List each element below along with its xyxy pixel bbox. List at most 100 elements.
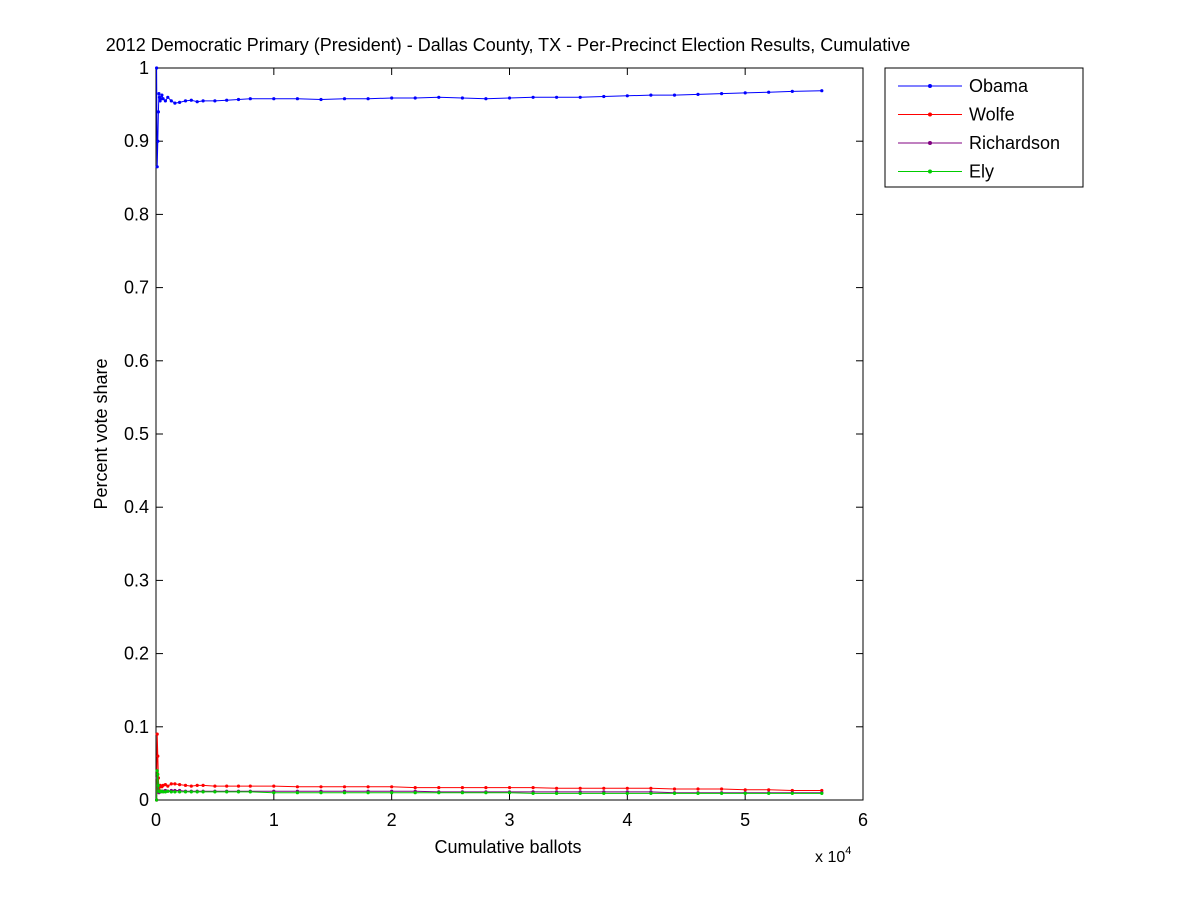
- data-point-obama: [696, 92, 700, 96]
- data-point-obama: [248, 97, 252, 101]
- data-point-ely: [161, 790, 165, 794]
- data-point-obama: [183, 99, 188, 103]
- data-point-obama: [602, 94, 606, 99]
- data-point-obama: [649, 93, 653, 97]
- legend-label: Richardson: [969, 133, 1060, 153]
- series-obama: [155, 66, 824, 169]
- data-point-obama: [743, 91, 747, 95]
- data-point-obama: [195, 100, 199, 104]
- data-point-obama: [507, 96, 512, 100]
- data-point-obama: [178, 100, 182, 104]
- legend-marker: [928, 169, 932, 174]
- data-point-ely: [272, 791, 276, 795]
- data-point-wolfe: [319, 785, 323, 789]
- data-point-ely: [155, 798, 159, 802]
- data-point-ely: [602, 791, 606, 796]
- data-point-ely: [319, 791, 323, 795]
- data-point-ely: [342, 791, 347, 795]
- data-point-wolfe: [820, 788, 824, 793]
- data-point-wolfe: [201, 783, 205, 788]
- data-point-obama: [555, 95, 559, 99]
- data-point-ely: [390, 791, 394, 795]
- data-point-ely: [578, 791, 582, 796]
- y-tick-label: 0.9: [124, 131, 149, 151]
- x-tick-label: 5: [740, 810, 750, 830]
- data-point-ely: [507, 791, 512, 795]
- data-point-ely: [790, 791, 794, 796]
- data-point-obama: [625, 94, 629, 98]
- data-point-wolfe: [507, 786, 512, 790]
- data-point-wolfe: [460, 786, 464, 790]
- legend-marker: [928, 141, 932, 145]
- x-tick-label: 2: [387, 810, 397, 830]
- data-point-obama: [189, 98, 193, 102]
- data-point-obama: [166, 95, 170, 99]
- y-tick-label: 0.6: [124, 351, 149, 371]
- data-point-wolfe: [183, 783, 188, 788]
- data-point-wolfe: [189, 784, 193, 788]
- data-point-ely: [767, 791, 771, 796]
- data-point-obama: [155, 165, 159, 169]
- data-point-obama: [156, 139, 160, 143]
- data-point-obama: [437, 95, 441, 99]
- data-point-wolfe: [743, 788, 747, 792]
- data-point-obama: [159, 97, 163, 101]
- legend-box: [884, 67, 1084, 188]
- data-point-ely: [743, 791, 747, 796]
- data-point-obama: [790, 89, 794, 93]
- legend-label: Ely: [969, 162, 994, 182]
- axes-box: [155, 67, 864, 801]
- data-point-ely: [195, 790, 199, 794]
- legend-item-richardson: Richardson: [898, 133, 1060, 153]
- data-point-obama: [173, 101, 177, 105]
- data-point-ely: [413, 791, 417, 795]
- data-point-wolfe: [578, 786, 582, 790]
- data-point-wolfe: [531, 786, 535, 790]
- data-point-wolfe: [602, 786, 606, 790]
- data-point-ely: [189, 790, 193, 794]
- data-point-wolfe: [295, 785, 299, 789]
- data-point-obama: [156, 110, 160, 114]
- data-point-obama: [163, 99, 167, 103]
- data-point-obama: [767, 90, 771, 94]
- data-point-obama: [366, 97, 370, 101]
- data-point-obama: [820, 89, 824, 93]
- data-point-wolfe: [178, 783, 182, 787]
- data-point-ely: [225, 790, 229, 794]
- y-tick-label: 0: [139, 790, 149, 810]
- data-point-ely: [155, 769, 159, 773]
- data-point-obama: [213, 99, 217, 103]
- data-point-ely: [625, 791, 629, 796]
- data-point-ely: [720, 791, 724, 796]
- data-point-obama: [390, 96, 394, 100]
- data-point-obama: [160, 93, 164, 97]
- x-tick-label: 6: [858, 810, 868, 830]
- data-point-obama: [169, 99, 173, 103]
- data-point-ely: [156, 783, 160, 788]
- data-point-obama: [531, 95, 535, 99]
- y-tick-label: 0.5: [124, 424, 149, 444]
- data-point-wolfe: [225, 784, 229, 788]
- data-point-wolfe: [155, 732, 159, 736]
- data-point-obama: [161, 97, 165, 101]
- data-point-ely: [295, 791, 299, 795]
- data-point-ely: [173, 790, 177, 794]
- legend-item-wolfe: Wolfe: [898, 105, 1015, 125]
- legend-label: Obama: [969, 76, 1029, 96]
- data-point-ely: [236, 790, 241, 794]
- data-point-wolfe: [156, 754, 160, 758]
- data-point-ely: [649, 791, 653, 796]
- data-point-ely: [156, 772, 160, 777]
- data-point-obama: [272, 97, 276, 101]
- data-point-wolfe: [437, 786, 441, 790]
- data-point-ely: [248, 790, 252, 794]
- y-tick-label: 0.4: [124, 497, 149, 517]
- data-point-wolfe: [236, 784, 241, 788]
- data-point-ely: [672, 791, 677, 796]
- data-point-ely: [366, 791, 370, 795]
- data-point-wolfe: [720, 787, 724, 791]
- legend: Obama Wolfe Richardson Ely: [884, 67, 1084, 188]
- legend-item-ely: Ely: [898, 162, 994, 182]
- data-point-ely: [437, 791, 441, 795]
- data-point-obama: [201, 99, 205, 103]
